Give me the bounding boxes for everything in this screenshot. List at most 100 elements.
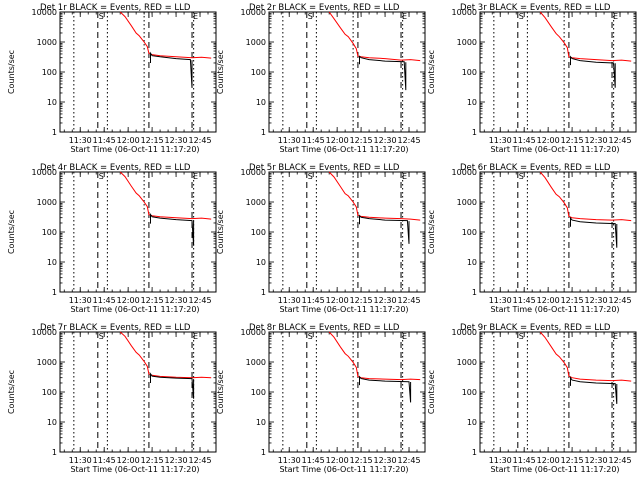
events-rate-line xyxy=(570,55,616,88)
y-tick-label: 1000 xyxy=(457,358,477,367)
y-tick-label: 1 xyxy=(261,128,266,137)
y-tick-label: 100 xyxy=(42,68,57,77)
panel-title: Det 3r BLACK = Events, RED = LLD xyxy=(460,3,611,13)
y-tick-label: 100 xyxy=(251,228,266,237)
x-tick-label: 11:30 xyxy=(489,136,512,145)
y-tick-label: 10 xyxy=(467,418,477,427)
y-tick-label: 1000 xyxy=(457,38,477,47)
events-rate-line xyxy=(150,213,195,246)
x-axis-label: Start Time (06-Oct-11 11:17:20) xyxy=(490,145,619,154)
time-marker-label: E xyxy=(613,332,618,341)
y-axis-label: Counts/sec xyxy=(216,370,225,414)
panel-title: Det 5r BLACK = Events, RED = LLD xyxy=(249,163,400,173)
x-tick-label: 12:30 xyxy=(374,136,397,145)
x-axis-label: Start Time (06-Oct-11 11:17:20) xyxy=(70,465,199,474)
y-tick-label: 10 xyxy=(256,418,266,427)
events-rate-line xyxy=(570,376,618,404)
x-tick-label: 12:15 xyxy=(561,456,584,465)
y-tick-label: 1 xyxy=(52,288,57,297)
y-tick-label: 1 xyxy=(52,128,57,137)
plot-frame xyxy=(479,171,637,293)
y-axis-label: Counts/sec xyxy=(7,50,16,94)
y-axis-label: Counts/sec xyxy=(7,370,16,414)
x-tick-label: 11:30 xyxy=(69,456,92,465)
x-tick-label: 12:00 xyxy=(117,136,140,145)
x-tick-label: 12:45 xyxy=(397,456,420,465)
x-tick-label: 12:45 xyxy=(397,296,420,305)
events-rate-line xyxy=(150,51,193,88)
x-tick-label: 11:30 xyxy=(489,296,512,305)
x-tick-label: 12:30 xyxy=(374,296,397,305)
time-marker-label: E xyxy=(402,12,407,21)
y-tick-label: 100 xyxy=(462,228,477,237)
x-tick-label: 11:45 xyxy=(302,136,325,145)
lld-rate-line xyxy=(539,331,632,382)
time-marker-label: S xyxy=(99,332,104,341)
time-marker-label: S xyxy=(308,172,313,181)
y-tick-label: 100 xyxy=(251,388,266,397)
events-rate-line xyxy=(359,375,412,403)
panel-title: Det 6r BLACK = Events, RED = LLD xyxy=(460,163,611,173)
time-marker-label: S xyxy=(519,332,524,341)
y-axis-label: Counts/sec xyxy=(216,50,225,94)
y-tick-label: 10 xyxy=(256,98,266,107)
events-rate-line xyxy=(359,214,410,244)
x-tick-label: 12:00 xyxy=(537,296,560,305)
x-axis-label: Start Time (06-Oct-11 11:17:20) xyxy=(279,305,408,314)
x-tick-label: 12:45 xyxy=(608,456,631,465)
y-tick-label: 10000 xyxy=(241,168,266,177)
y-tick-label: 1000 xyxy=(246,358,266,367)
lld-rate-line xyxy=(328,331,421,381)
time-marker-label: E xyxy=(613,12,618,21)
lld-rate-line xyxy=(119,171,212,220)
time-marker-label: E xyxy=(402,332,407,341)
panel-title: Det 2r BLACK = Events, RED = LLD xyxy=(249,3,400,13)
lld-rate-line xyxy=(119,331,212,379)
y-tick-label: 1000 xyxy=(246,38,266,47)
x-tick-label: 12:45 xyxy=(608,136,631,145)
x-tick-label: 11:30 xyxy=(69,296,92,305)
x-tick-label: 12:15 xyxy=(350,296,373,305)
y-tick-label: 10 xyxy=(47,258,57,267)
lld-rate-line xyxy=(328,171,421,221)
x-axis-label: Start Time (06-Oct-11 11:17:20) xyxy=(490,305,619,314)
panel-title: Det 9r BLACK = Events, RED = LLD xyxy=(460,323,611,333)
y-tick-label: 10000 xyxy=(32,328,57,337)
plot-frame xyxy=(479,11,637,133)
lld-rate-line xyxy=(539,171,632,222)
x-tick-label: 12:00 xyxy=(117,456,140,465)
x-tick-label: 12:30 xyxy=(165,456,188,465)
y-tick-label: 1 xyxy=(472,288,477,297)
y-tick-label: 10000 xyxy=(32,168,57,177)
y-tick-label: 100 xyxy=(251,68,266,77)
y-tick-label: 1 xyxy=(472,128,477,137)
x-tick-label: 12:15 xyxy=(561,296,584,305)
x-tick-label: 12:30 xyxy=(585,136,608,145)
x-tick-label: 11:45 xyxy=(93,456,116,465)
time-marker-label: E xyxy=(193,172,198,181)
x-tick-label: 11:30 xyxy=(278,136,301,145)
y-tick-label: 1000 xyxy=(37,38,57,47)
x-tick-label: 12:30 xyxy=(374,456,397,465)
y-tick-label: 10000 xyxy=(452,8,477,17)
time-marker-label: E xyxy=(402,172,407,181)
events-rate-line xyxy=(150,372,195,399)
y-tick-label: 1 xyxy=(52,448,57,457)
y-tick-label: 100 xyxy=(42,388,57,397)
y-tick-label: 10 xyxy=(256,258,266,267)
plot-frame xyxy=(268,331,426,453)
y-axis-label: Counts/sec xyxy=(427,50,436,94)
x-tick-label: 12:45 xyxy=(608,296,631,305)
time-marker-label: E xyxy=(613,172,618,181)
x-tick-label: 12:15 xyxy=(561,136,584,145)
panel-title: Det 7r BLACK = Events, RED = LLD xyxy=(40,323,191,333)
x-tick-label: 11:30 xyxy=(278,296,301,305)
events-rate-line xyxy=(570,216,618,248)
y-tick-label: 1000 xyxy=(457,198,477,207)
y-tick-label: 10000 xyxy=(241,328,266,337)
panel-title: Det 8r BLACK = Events, RED = LLD xyxy=(249,323,400,333)
y-tick-label: 10000 xyxy=(452,168,477,177)
time-marker-label: S xyxy=(308,12,313,21)
y-tick-label: 1 xyxy=(261,288,266,297)
y-tick-label: 100 xyxy=(462,388,477,397)
